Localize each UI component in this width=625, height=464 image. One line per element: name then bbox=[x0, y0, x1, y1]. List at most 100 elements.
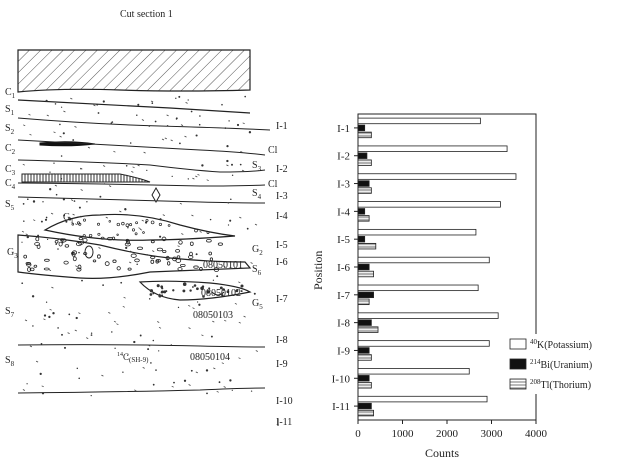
section-position-label: I-9 bbox=[276, 359, 288, 370]
sample-code-4: 08050104 bbox=[190, 352, 230, 363]
c14-sup: 14 bbox=[117, 352, 123, 358]
y-tick-label-I-2: I-2 bbox=[337, 151, 350, 163]
sample-marker-1 bbox=[151, 186, 161, 204]
layer-label-s7: S7 bbox=[5, 306, 15, 319]
bar-I-5-series-0 bbox=[357, 228, 477, 236]
section-position-label: I-1 bbox=[276, 121, 288, 132]
layer-label-s1: S1 bbox=[5, 104, 15, 117]
layer-label-sub: 1 bbox=[70, 217, 74, 225]
layer-label-sub: 2 bbox=[12, 148, 16, 156]
bar-I-8-series-0 bbox=[357, 312, 499, 319]
y-tick-label-I-1: I-1 bbox=[337, 123, 350, 135]
layer-label-main: G bbox=[252, 244, 259, 255]
layer-label-main: C bbox=[5, 143, 12, 154]
bar-I-3-series-0 bbox=[357, 173, 517, 180]
legend-label-sup: 214 bbox=[530, 358, 541, 366]
layer-label-sub: 4 bbox=[12, 183, 16, 191]
layer-label-g1: G1 bbox=[63, 212, 74, 225]
layer-label-s8: S8 bbox=[5, 355, 15, 368]
layer-label-c1: C1 bbox=[5, 87, 16, 100]
bar-chart: I-1 I-2 I-3 I-4 I-5 I-6 I-7 I-8 I-9 I-10 I-11 0 100… bbox=[311, 113, 625, 460]
section-position-label: I-6 bbox=[276, 257, 288, 268]
bar-I-9-series-1 bbox=[357, 347, 370, 354]
y-tick-label-I-6: I-6 bbox=[337, 262, 350, 274]
bar-I-10-series-2 bbox=[357, 382, 372, 389]
bar-I-6-series-0 bbox=[357, 256, 490, 264]
layer-label-sub: 1 bbox=[12, 92, 16, 100]
layer-label-c4: C4 bbox=[5, 178, 16, 191]
layer-label-main: G bbox=[7, 247, 14, 258]
sample-code-1: 08050101 bbox=[203, 260, 243, 271]
legend-label-name: Bi(Uranium) bbox=[541, 360, 593, 371]
layer-label-main: S bbox=[5, 355, 11, 366]
y-tick-labels: I-1 I-2 I-3 I-4 I-5 I-6 I-7 I-8 I-9 I-10 I-11 bbox=[332, 123, 358, 413]
sample-marker-2 bbox=[84, 245, 94, 259]
layer-label-s6: S6 bbox=[252, 264, 262, 277]
bar-I-11-series-1 bbox=[357, 402, 372, 410]
bar-I-1-series-1 bbox=[357, 124, 366, 132]
x-tick-label-3000: 3000 bbox=[481, 428, 504, 440]
section-title: Cut section 1 bbox=[120, 9, 173, 20]
layer-label-sub: 6 bbox=[258, 269, 262, 277]
bar-I-8-series-1 bbox=[357, 319, 372, 326]
layer-label-main: S bbox=[5, 306, 11, 317]
c14-sub: (SH-9) bbox=[129, 356, 149, 364]
bar-I-8-series-2 bbox=[357, 326, 379, 333]
section-position-label: I-10 bbox=[276, 396, 293, 407]
legend-label-1: 214Bi(Uranium) bbox=[530, 358, 592, 371]
y-tick-label-I-11: I-11 bbox=[332, 401, 350, 413]
bar-I-2-series-1 bbox=[357, 152, 368, 159]
x-tick-label-1000: 1000 bbox=[392, 428, 415, 440]
bar-I-4-series-2 bbox=[357, 215, 370, 222]
x-tick-labels: 0 1000 2000 3000 4000 bbox=[355, 420, 548, 440]
legend-label-sup: 208 bbox=[530, 378, 541, 386]
bar-I-11-series-0 bbox=[357, 395, 488, 403]
section-position-label: I-2 bbox=[276, 164, 288, 175]
layer-label-s5: S5 bbox=[5, 199, 15, 212]
x-tick-label-4000: 4000 bbox=[525, 428, 548, 440]
cut-section-drawing bbox=[17, 49, 271, 394]
layer-label-sub: 3 bbox=[12, 169, 16, 177]
y-tick-label-I-9: I-9 bbox=[337, 345, 350, 357]
bar-I-10-series-0 bbox=[357, 368, 470, 375]
y-tick-label-I-5: I-5 bbox=[337, 234, 350, 246]
layer-label-sub: 5 bbox=[11, 204, 15, 212]
bar-I-4-series-1 bbox=[357, 208, 366, 215]
layer-label-g2: G2 bbox=[252, 244, 263, 257]
bar-I-4-series-0 bbox=[357, 201, 501, 208]
layer-label-main: S bbox=[5, 199, 11, 210]
c14-label: 14C(SH-9) bbox=[117, 352, 149, 364]
bar-I-2-series-2 bbox=[357, 159, 372, 166]
section-position-label: I-7 bbox=[276, 294, 288, 305]
layer-label-main: C bbox=[5, 87, 12, 98]
bar-I-9-series-2 bbox=[357, 354, 372, 361]
gravel-lens-g3 bbox=[17, 234, 252, 279]
y-axis-label: Position bbox=[311, 251, 325, 290]
layer-label-sub: 3 bbox=[258, 165, 262, 173]
legend-label-2: 208Tl(Thorium) bbox=[530, 378, 591, 391]
section-position-label: I-4 bbox=[276, 211, 288, 222]
legend-label-name: Tl(Thorium) bbox=[541, 380, 592, 391]
layer-label-sub: 3 bbox=[14, 252, 18, 260]
cl-label-1: Cl bbox=[268, 145, 278, 156]
bars bbox=[357, 117, 517, 417]
bar-I-7-series-0 bbox=[357, 284, 479, 292]
bar-I-3-series-2 bbox=[357, 187, 372, 194]
bar-I-2-series-0 bbox=[357, 145, 508, 152]
bar-I-1-series-2 bbox=[357, 131, 372, 139]
bar-I-3-series-1 bbox=[357, 180, 370, 187]
layer-label-main: G bbox=[252, 298, 259, 309]
legend-label-name: K(Potassium) bbox=[537, 340, 592, 351]
layer-label-main: S bbox=[252, 264, 258, 275]
layer-label-sub: 8 bbox=[11, 360, 15, 368]
legend-label-0: 40K(Potassium) bbox=[530, 338, 592, 351]
y-tick-label-I-4: I-4 bbox=[337, 206, 350, 218]
layer-label-sub: 1 bbox=[11, 109, 15, 117]
bar-I-1-series-0 bbox=[357, 117, 481, 125]
bar-I-5-series-2 bbox=[357, 242, 377, 250]
y-tick-label-I-7: I-7 bbox=[337, 290, 350, 302]
legend-swatch-2 bbox=[509, 378, 527, 390]
bar-I-7-series-2 bbox=[357, 298, 370, 306]
